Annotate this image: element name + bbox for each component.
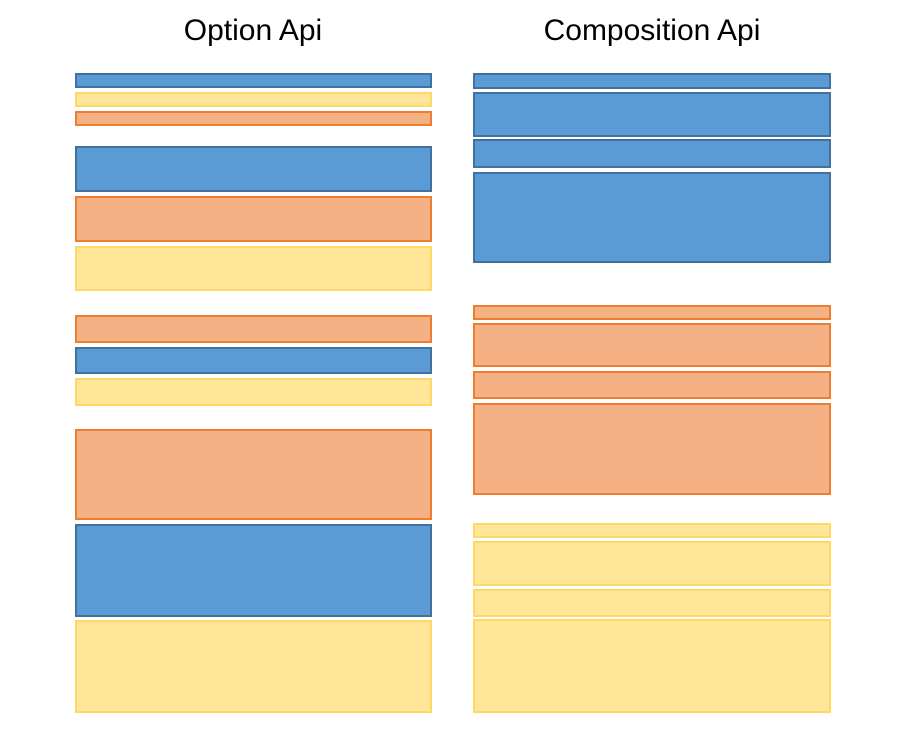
orange-code-block-bar: [75, 429, 432, 520]
blue-code-block-bar: [473, 92, 831, 137]
yellow-code-block-bar: [473, 541, 831, 586]
yellow-code-block-bar: [75, 92, 432, 107]
yellow-code-block-bar: [75, 378, 432, 406]
yellow-code-block-bar: [473, 619, 831, 713]
orange-code-block-bar: [473, 305, 831, 320]
blue-code-block-bar: [473, 139, 831, 168]
yellow-code-block-bar: [75, 620, 432, 713]
orange-code-block-bar: [473, 371, 831, 399]
blue-code-block-bar: [473, 73, 831, 89]
composition-api-title: Composition Api: [543, 14, 761, 47]
option-api-title: Option Api: [183, 14, 323, 47]
yellow-code-block-bar: [473, 589, 831, 617]
orange-code-block-bar: [473, 323, 831, 367]
yellow-code-block-bar: [75, 246, 432, 291]
blue-code-block-bar: [473, 172, 831, 263]
blue-code-block-bar: [75, 524, 432, 617]
orange-code-block-bar: [473, 403, 831, 495]
orange-code-block-bar: [75, 111, 432, 126]
blue-code-block-bar: [75, 73, 432, 88]
yellow-code-block-bar: [473, 523, 831, 538]
blue-code-block-bar: [75, 146, 432, 192]
orange-code-block-bar: [75, 315, 432, 343]
orange-code-block-bar: [75, 196, 432, 242]
blue-code-block-bar: [75, 347, 432, 374]
